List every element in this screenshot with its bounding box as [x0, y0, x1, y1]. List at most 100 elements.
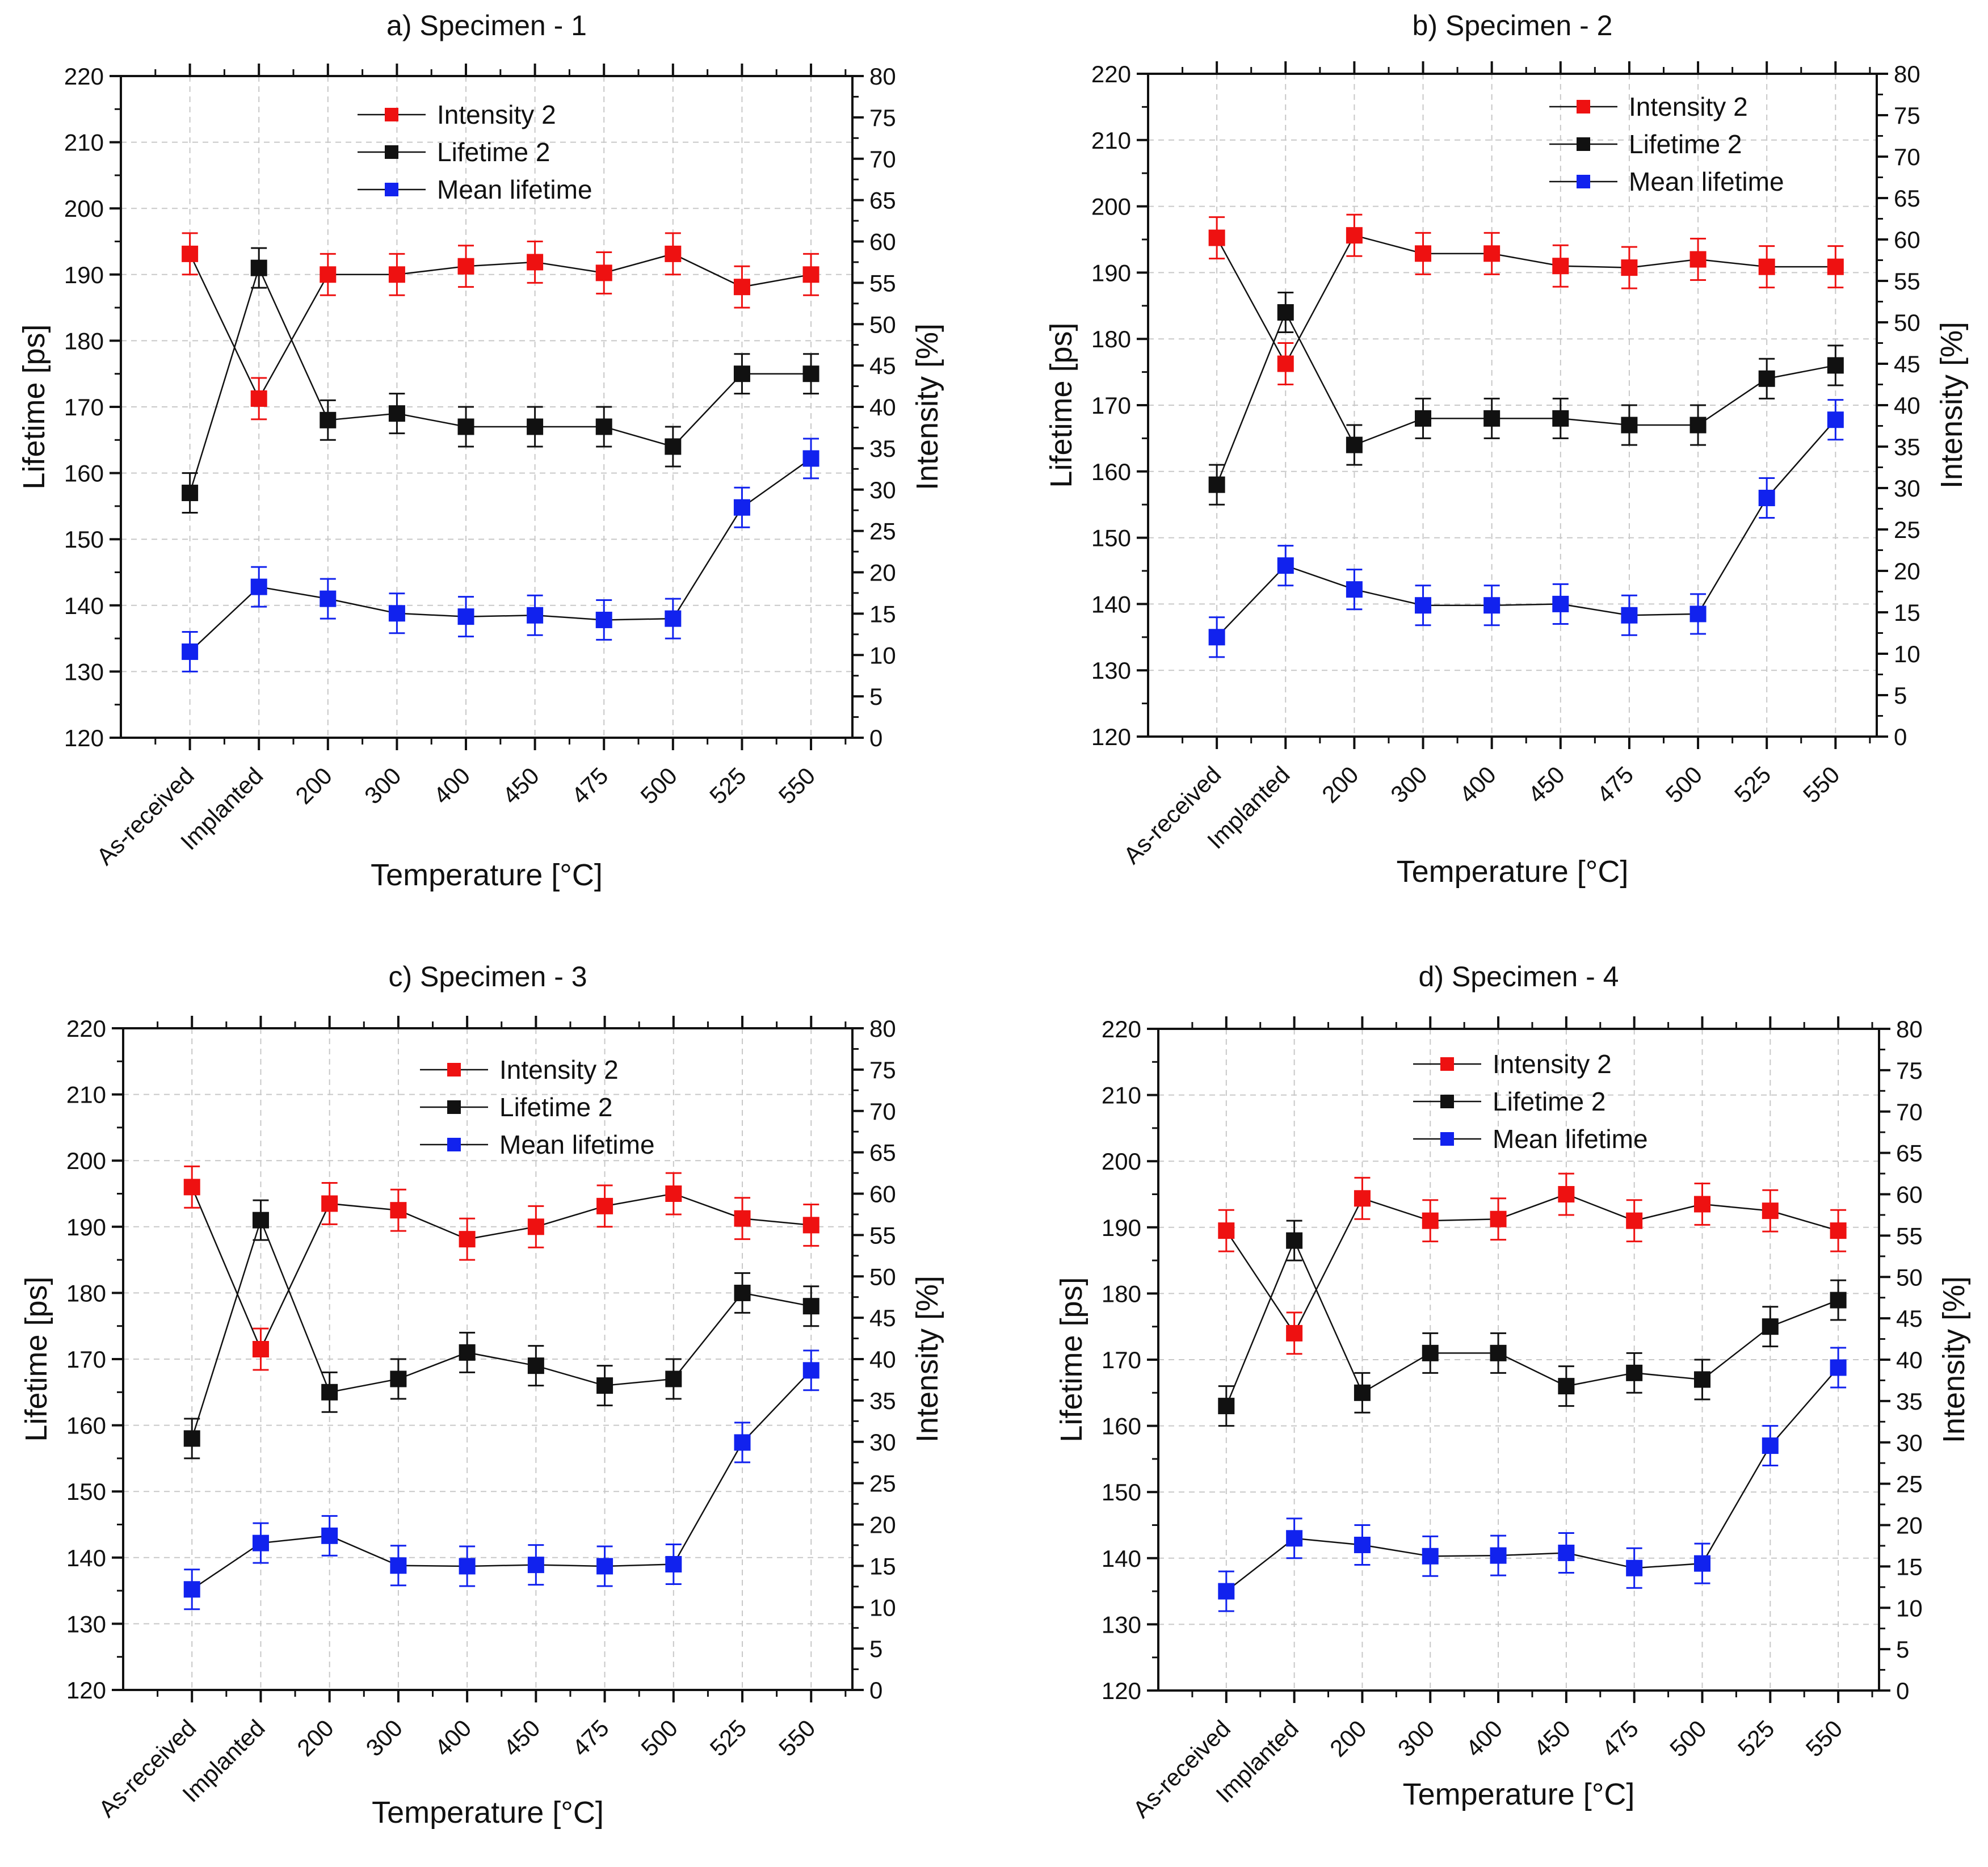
data-point [388, 266, 405, 283]
series-lifetime-2 [1218, 1220, 1847, 1427]
right-tick-label: 35 [869, 1387, 896, 1414]
data-point [733, 499, 750, 516]
left-tick-label: 120 [64, 725, 104, 751]
data-point [1693, 1371, 1710, 1388]
right-tick-label: 75 [1896, 1057, 1923, 1084]
left-axis: 120 130 140 150 160 170 180 190 200 210 220 [1091, 61, 1148, 750]
series-intensity-2 [1208, 213, 1844, 385]
right-tick-label: 40 [1894, 392, 1920, 419]
left-tick-label: 180 [1102, 1280, 1141, 1307]
x-tick-label: 525 [705, 1714, 752, 1761]
legend-label: Lifetime 2 [1493, 1087, 1605, 1116]
left-tick-label: 220 [1091, 61, 1131, 87]
left-tick-label: 210 [64, 129, 104, 156]
data-point [665, 1555, 682, 1572]
plot-frame [122, 1027, 854, 1691]
data-point [1827, 258, 1844, 275]
data-point [527, 1357, 544, 1374]
x-tick-label: As-received [91, 762, 199, 870]
chart-panel-4: 120 130 140 150 160 170 180 190 200 210 220 0 5 10 15 2… [1054, 961, 1971, 1823]
data-point [182, 245, 199, 262]
data-point [1558, 1544, 1575, 1561]
right-tick-label: 20 [869, 1512, 896, 1538]
data-point [1286, 1530, 1303, 1547]
legend: Intensity 2 Lifetime 2 Mean lifetime [358, 100, 592, 204]
y2-axis-label: Intensity [%] [910, 323, 944, 490]
series-line [1226, 1367, 1839, 1592]
left-tick-label: 130 [66, 1611, 106, 1637]
right-tick-label: 40 [869, 394, 896, 421]
data-point [1693, 1555, 1710, 1572]
y2-axis-label: Intensity [%] [1935, 322, 1969, 489]
right-tick-label: 15 [1896, 1553, 1923, 1580]
left-tick-label: 150 [64, 526, 104, 553]
left-tick-label: 140 [1102, 1545, 1141, 1572]
data-point [1415, 410, 1432, 427]
data-point [390, 1557, 407, 1574]
series-line [1216, 419, 1836, 638]
data-point [1552, 410, 1569, 427]
left-tick-label: 220 [66, 1015, 106, 1042]
right-tick-label: 5 [1896, 1636, 1909, 1663]
data-point [665, 1185, 682, 1202]
legend-marker [385, 145, 398, 159]
right-axis: 0 5 10 15 20 25 30 35 40 45 50 55 60 65 70 75 80 [1879, 1016, 1923, 1704]
data-point [183, 1581, 200, 1598]
data-point [1762, 1318, 1779, 1335]
right-tick-label: 20 [1896, 1512, 1923, 1539]
x-tick-label: 475 [1592, 761, 1639, 808]
x-tick-label: As-received [1128, 1715, 1235, 1823]
x-tick-label: 400 [1454, 761, 1501, 808]
x-tick-label: 450 [497, 762, 544, 809]
right-tick-label: 50 [1894, 309, 1920, 336]
data-point [1758, 258, 1775, 275]
right-tick-label: 15 [869, 1553, 896, 1579]
data-point [1346, 581, 1363, 598]
x-tick-label: As-received [94, 1714, 201, 1822]
data-point [320, 266, 337, 283]
left-tick-label: 190 [1102, 1214, 1141, 1241]
data-point [527, 418, 544, 435]
series-line [189, 457, 812, 653]
y-axis-label: Lifetime [ps] [19, 1276, 53, 1441]
left-tick-label: 170 [64, 394, 104, 421]
legend: Intensity 2 Lifetime 2 Mean lifetime [420, 1055, 655, 1159]
data-point [1621, 607, 1638, 624]
data-point [1552, 258, 1569, 275]
legend-label: Mean lifetime [437, 175, 592, 204]
right-axis: 0 5 10 15 20 25 30 35 40 45 50 55 60 65 70 75 80 [852, 1015, 896, 1704]
legend-marker [1440, 1095, 1454, 1108]
right-tick-label: 0 [869, 1677, 882, 1704]
data-point [1346, 227, 1363, 244]
y2-axis-label: Intensity [%] [1937, 1276, 1971, 1443]
data-point [250, 390, 267, 407]
legend-label: Lifetime 2 [1629, 129, 1742, 159]
data-point [527, 1557, 544, 1574]
data-point [734, 1210, 751, 1227]
right-tick-label: 15 [869, 600, 896, 627]
right-tick-label: 5 [869, 683, 882, 710]
data-point [596, 1377, 613, 1394]
data-point [1422, 1344, 1439, 1361]
data-point [802, 450, 819, 467]
x-axis-label: Temperature [°C] [371, 858, 603, 892]
legend-label: Mean lifetime [1629, 167, 1784, 196]
right-tick-label: 35 [1896, 1388, 1923, 1415]
data-point [1277, 355, 1294, 372]
gridlines [123, 1028, 852, 1690]
right-tick-label: 35 [869, 435, 896, 462]
data-point [733, 365, 750, 382]
legend-label: Intensity 2 [499, 1055, 619, 1084]
data-point [1827, 357, 1844, 374]
right-tick-label: 15 [1894, 599, 1920, 626]
data-point [1354, 1384, 1371, 1401]
x-tick-label: 200 [1325, 1715, 1372, 1762]
right-tick-label: 50 [869, 1263, 896, 1290]
right-tick-label: 20 [869, 560, 896, 586]
legend-label: Mean lifetime [1493, 1124, 1648, 1154]
left-tick-label: 130 [1102, 1611, 1141, 1638]
right-tick-label: 25 [1894, 516, 1920, 543]
left-tick-label: 150 [1091, 525, 1131, 552]
data-point [1208, 476, 1225, 493]
x-tick-label: 500 [635, 762, 682, 809]
